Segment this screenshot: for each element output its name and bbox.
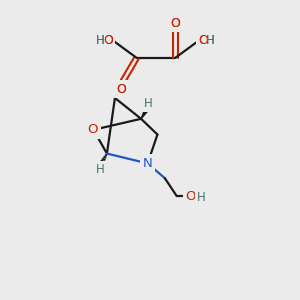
Text: H: H — [206, 34, 215, 47]
Text: O: O — [116, 82, 126, 96]
Text: O: O — [116, 82, 126, 96]
Text: O: O — [198, 34, 208, 47]
Text: H: H — [96, 34, 104, 47]
Text: O: O — [88, 123, 98, 136]
Text: O: O — [198, 34, 208, 47]
Text: H: H — [96, 163, 104, 176]
Text: N: N — [143, 157, 152, 170]
Text: O: O — [103, 34, 113, 47]
Text: O: O — [103, 34, 113, 47]
Text: H: H — [96, 34, 104, 47]
Text: O: O — [185, 190, 196, 202]
Text: O: O — [170, 17, 180, 30]
Text: H: H — [197, 191, 206, 204]
Text: H: H — [206, 34, 215, 47]
Text: O: O — [170, 17, 180, 30]
Text: H: H — [143, 98, 152, 110]
Polygon shape — [141, 109, 148, 119]
